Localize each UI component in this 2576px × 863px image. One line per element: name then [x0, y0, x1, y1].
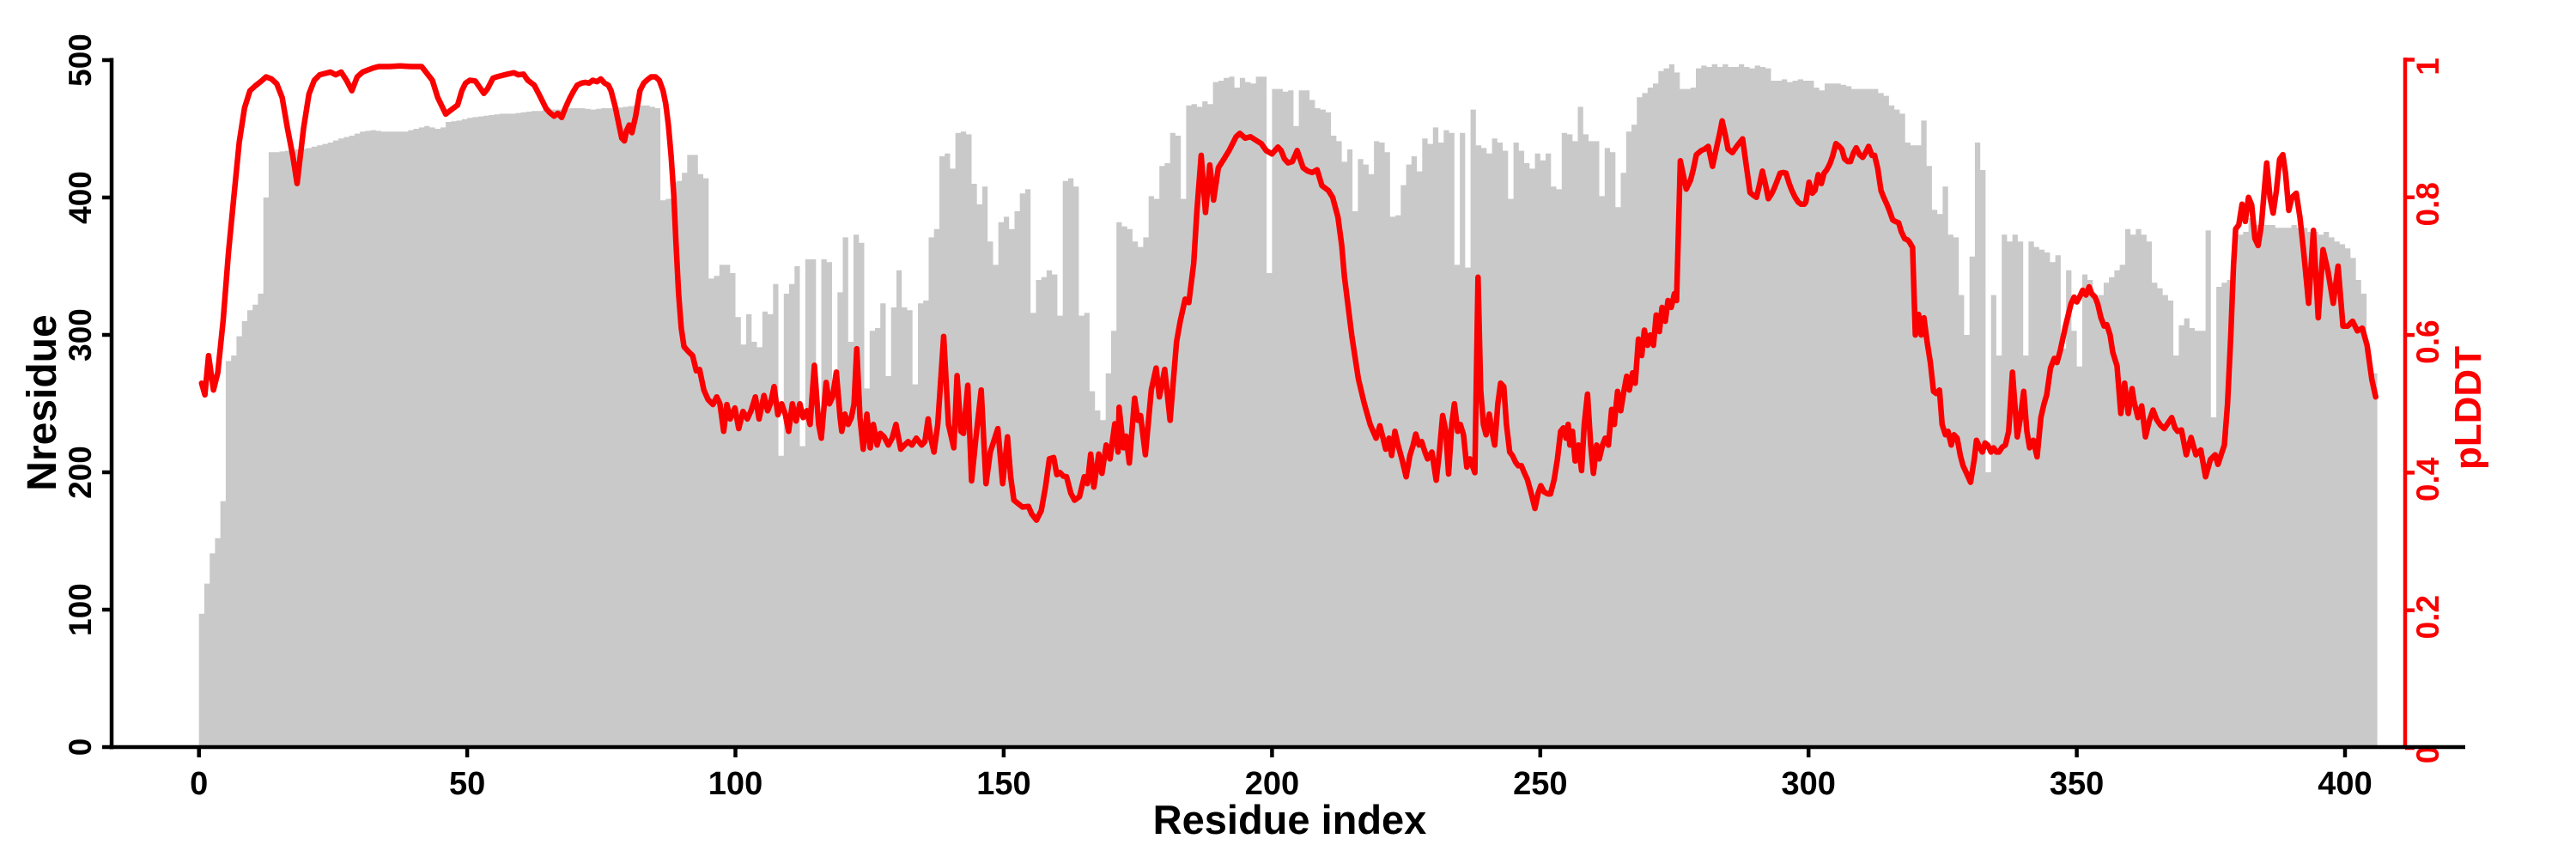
svg-text:200: 200: [1245, 766, 1299, 802]
svg-text:0.2: 0.2: [2410, 595, 2445, 639]
svg-text:0.4: 0.4: [2410, 457, 2445, 501]
svg-text:100: 100: [708, 766, 762, 802]
svg-text:250: 250: [1513, 766, 1567, 802]
svg-text:0: 0: [190, 766, 208, 802]
svg-text:Residue index: Residue index: [1153, 797, 1427, 842]
svg-text:500: 500: [63, 33, 98, 87]
svg-text:1: 1: [2410, 58, 2445, 76]
svg-text:400: 400: [2318, 766, 2372, 802]
svg-text:300: 300: [63, 308, 98, 362]
svg-text:100: 100: [63, 583, 98, 636]
svg-text:300: 300: [1781, 766, 1835, 802]
svg-text:0: 0: [63, 738, 98, 757]
svg-text:400: 400: [63, 171, 98, 224]
svg-text:350: 350: [2050, 766, 2104, 802]
svg-text:pLDDT: pLDDT: [2447, 346, 2489, 470]
svg-text:200: 200: [63, 446, 98, 499]
svg-text:50: 50: [449, 766, 485, 802]
svg-text:0: 0: [2410, 746, 2445, 764]
svg-text:Nresidue: Nresidue: [20, 314, 65, 490]
svg-text:0.8: 0.8: [2410, 182, 2445, 226]
svg-text:0.6: 0.6: [2410, 319, 2445, 363]
svg-text:150: 150: [976, 766, 1030, 802]
